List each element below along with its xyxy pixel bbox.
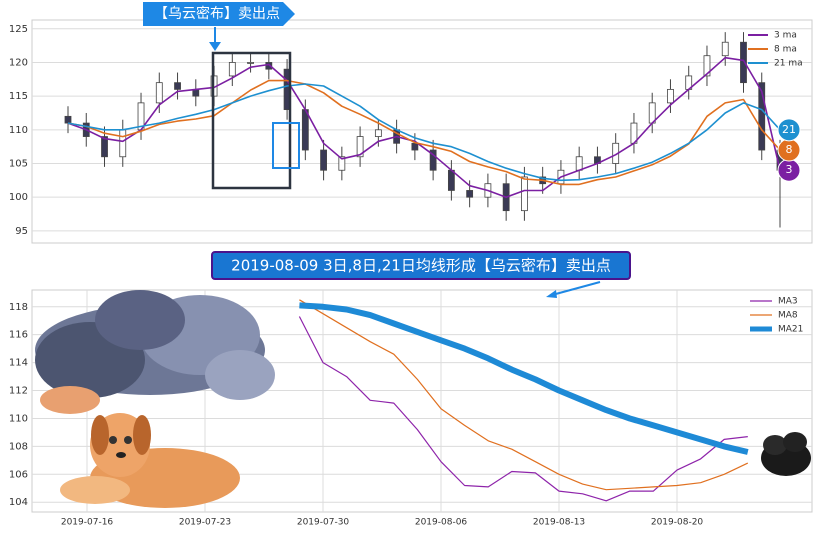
- dark-cloud-icon: [761, 432, 811, 476]
- y-tick-label: 108: [9, 441, 28, 452]
- callout-text: 【乌云密布】卖出点: [154, 5, 280, 22]
- candle-body: [174, 82, 181, 90]
- ma-line: [67, 56, 781, 198]
- end-marker-label: 3: [786, 163, 793, 176]
- y-tick-label: 110: [9, 125, 28, 136]
- callout-box: [143, 2, 295, 26]
- arrow-head: [546, 290, 557, 298]
- y-tick-label: 125: [9, 24, 28, 35]
- y-tick-label: 116: [9, 330, 28, 341]
- candle-body: [667, 88, 674, 104]
- y-tick-label: 118: [9, 302, 28, 313]
- candle-body: [356, 136, 364, 158]
- candle-body: [119, 129, 127, 158]
- y-tick-label: 114: [9, 358, 28, 369]
- cloud-illustration: [35, 290, 275, 414]
- candle-body: [447, 169, 455, 191]
- candle-body: [575, 156, 583, 171]
- x-tick-label: 2019-08-13: [533, 518, 585, 528]
- candle-body: [265, 62, 273, 70]
- candle-body: [101, 136, 108, 158]
- candle-body: [155, 82, 163, 104]
- candle-body: [247, 62, 254, 64]
- candle-body: [466, 190, 474, 198]
- ma-line: [299, 302, 749, 455]
- arrow: [551, 281, 601, 296]
- y-tick-label: 95: [15, 226, 28, 237]
- highlight-box: [272, 122, 300, 169]
- ma-line: [298, 316, 748, 502]
- ma-line: [67, 79, 781, 186]
- y-tick-label: 115: [9, 91, 28, 102]
- candle-body: [740, 41, 747, 84]
- candle-body: [411, 142, 419, 151]
- legend-label: 8 ma: [774, 45, 797, 55]
- x-tick-label: 2019-07-23: [179, 518, 231, 528]
- banner: [211, 251, 631, 280]
- x-tick-label: 2019-07-30: [297, 518, 350, 528]
- highlight-box: [211, 51, 292, 190]
- candle-body: [301, 109, 309, 151]
- x-tick-label: 2019-08-06: [415, 518, 468, 528]
- legend-label: MA8: [778, 311, 798, 321]
- end-marker-label: 21: [782, 123, 796, 136]
- y-tick-label: 100: [9, 192, 28, 203]
- y-tick-label: 112: [9, 386, 28, 397]
- candle-body: [758, 82, 766, 151]
- arrow-head: [209, 42, 221, 51]
- candle-body: [64, 115, 72, 124]
- banner-text: 2019-08-09 3日,8日,21日均线形成【乌云密布】卖出点: [231, 257, 611, 275]
- end-marker-label: 8: [786, 143, 793, 156]
- ma-line: [299, 299, 749, 491]
- dog-illustration: [60, 413, 240, 508]
- y-tick-label: 105: [9, 159, 28, 170]
- end-marker: [777, 118, 801, 142]
- candle-body: [721, 41, 729, 57]
- legend-label: 3 ma: [774, 31, 797, 41]
- y-tick-label: 110: [9, 413, 28, 424]
- y-tick-label: 120: [9, 57, 28, 68]
- candle-body: [228, 62, 236, 77]
- plot-frame-top: [31, 19, 813, 244]
- ma-line: [67, 83, 781, 182]
- candle-body: [338, 156, 346, 171]
- x-tick-label: 2019-08-20: [651, 518, 704, 528]
- candle-body: [703, 55, 711, 77]
- x-tick-label: 2019-07-16: [61, 518, 114, 528]
- legend-label: 21 ma: [774, 59, 803, 69]
- y-tick-label: 104: [9, 497, 28, 508]
- y-tick-label: 106: [9, 469, 28, 480]
- legend-label: MA21: [778, 325, 803, 335]
- candle-body: [521, 176, 528, 212]
- candle-body: [374, 129, 382, 137]
- legend-label: MA3: [778, 297, 798, 307]
- candle-body: [429, 149, 437, 171]
- candle-body: [320, 149, 327, 171]
